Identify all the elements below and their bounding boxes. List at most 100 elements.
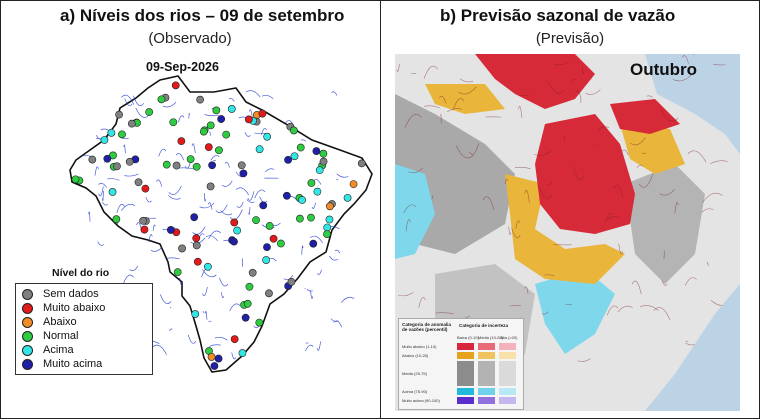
station-marker [227, 105, 236, 113]
station-marker [319, 157, 328, 166]
left-panel-title: a) Níveis dos rios – 09 de setembro [60, 6, 345, 25]
forecast-river-line [446, 108, 462, 113]
station-marker [140, 225, 149, 234]
inset-col-low: Baixa (0-10) [457, 335, 479, 340]
forecast-river-line [630, 137, 646, 146]
station-marker [259, 201, 268, 210]
station-marker [244, 115, 253, 124]
station-marker [296, 143, 305, 152]
river-line [208, 230, 221, 240]
station-marker [343, 193, 352, 202]
right-panel-title: b) Previsão sazonal de vazão [440, 6, 676, 25]
forecast-river-line [570, 78, 577, 84]
river-line [122, 274, 134, 285]
station-marker [103, 154, 112, 163]
station-marker [265, 222, 274, 230]
station-marker [204, 143, 213, 152]
basin-yellow-north [425, 84, 505, 114]
station-marker [192, 162, 201, 171]
river-line [228, 98, 235, 102]
river-line [168, 185, 182, 195]
station-marker [108, 188, 117, 196]
river-line [133, 95, 144, 106]
river-line [124, 98, 133, 107]
basin-red-east [610, 99, 680, 134]
legend-label: Muito acima [43, 358, 103, 370]
river-line [248, 207, 251, 215]
forecast-river-line [617, 305, 633, 313]
legend-title: Nível do rio [52, 267, 110, 279]
station-marker [162, 160, 171, 169]
forecast-river-line [396, 63, 400, 72]
river-line [249, 109, 253, 118]
river-level-legend: Sem dados Muito abaixo Abaixo Normal Aci… [15, 283, 153, 375]
river-line [135, 107, 150, 118]
station-marker [127, 119, 136, 128]
forecast-river-line [636, 164, 643, 168]
forecast-river-line [646, 95, 653, 98]
station-marker [239, 169, 248, 178]
station-marker [323, 230, 331, 238]
river-stations [71, 81, 366, 370]
station-marker [237, 161, 246, 170]
legend-dot-icon [22, 302, 33, 314]
station-marker [245, 282, 254, 291]
forecast-river-line [701, 208, 714, 213]
station-marker [326, 202, 334, 211]
station-marker [173, 268, 182, 277]
river-line [102, 202, 109, 206]
river-line [269, 258, 277, 262]
forecast-river-line [606, 212, 613, 221]
station-marker [157, 95, 166, 104]
legend-item-abaixo: Abaixo [22, 315, 77, 329]
forecast-river-line [518, 106, 523, 118]
forecast-river-line [681, 55, 689, 64]
river-line [208, 320, 212, 323]
station-marker [289, 126, 298, 135]
station-marker [349, 180, 358, 189]
station-marker [100, 136, 109, 144]
river-line [336, 173, 349, 178]
station-marker [307, 179, 316, 187]
river-line [150, 246, 163, 252]
forecast-river-line [438, 95, 447, 104]
inset-swatch [457, 361, 474, 386]
river-line [264, 168, 275, 173]
forecast-river-line [452, 98, 465, 111]
station-marker [190, 213, 199, 222]
station-marker [88, 155, 97, 164]
river-line [236, 187, 249, 196]
river-line [244, 132, 251, 137]
station-marker [323, 223, 332, 232]
inset-swatch [478, 343, 495, 350]
river-line [129, 265, 139, 272]
river-line [254, 189, 266, 199]
river-line [148, 234, 153, 243]
river-line [191, 143, 196, 154]
river-line [214, 336, 228, 341]
basin-cyan-west [395, 164, 435, 259]
inset-row-abaixo: Abaixo (10-25) [402, 353, 429, 358]
station-marker [313, 187, 322, 196]
station-marker [325, 215, 334, 224]
station-marker [191, 310, 200, 318]
river-line [328, 255, 339, 261]
brazil-outline [69, 75, 373, 373]
station-marker [319, 149, 328, 158]
river-line [107, 178, 120, 181]
station-marker [199, 127, 208, 136]
station-marker [255, 145, 264, 154]
legend-item-muito-acima: Muito acima [22, 357, 102, 371]
river-line [236, 201, 244, 208]
inset-swatch [499, 361, 516, 386]
forecast-river-line [702, 192, 723, 203]
forecast-river-line [618, 243, 624, 254]
ocean [645, 114, 740, 411]
river-line [158, 148, 167, 157]
forecast-river-line [631, 280, 642, 295]
river-line [245, 90, 261, 98]
river-line [152, 224, 156, 231]
river-line [311, 202, 316, 209]
station-marker [107, 128, 116, 137]
station-marker [263, 243, 271, 252]
